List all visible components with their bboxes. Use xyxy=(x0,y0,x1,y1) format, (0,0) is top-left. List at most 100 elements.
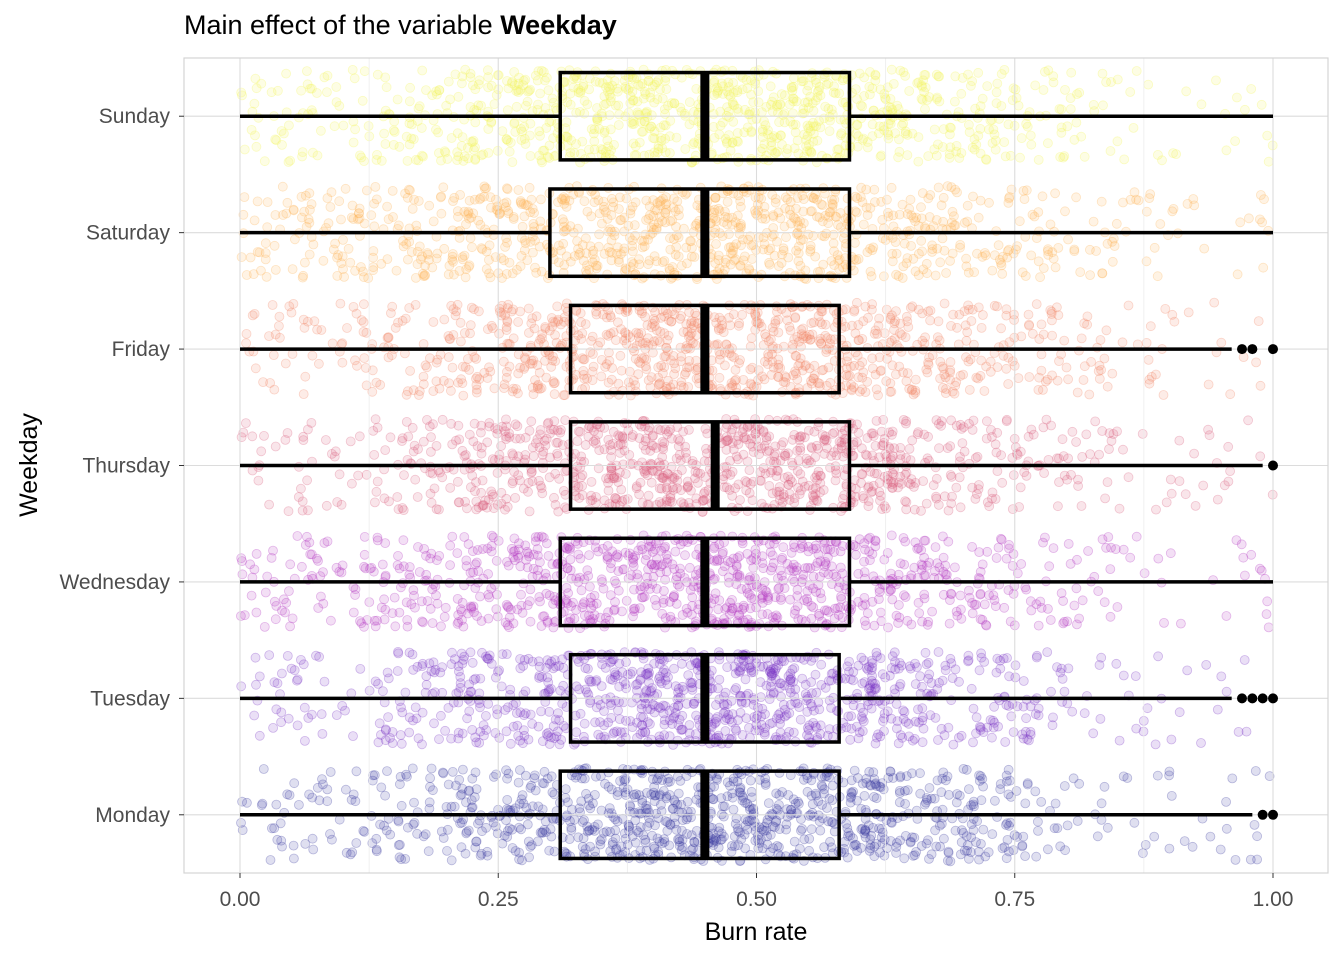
jitter-point xyxy=(1007,504,1018,515)
jitter-point xyxy=(1138,848,1148,859)
jitter-point xyxy=(955,849,966,860)
jitter-point xyxy=(624,825,634,836)
jitter-point xyxy=(604,803,615,813)
jitter-point xyxy=(442,846,452,856)
jitter-point xyxy=(720,687,731,698)
jitter-point xyxy=(273,321,284,331)
jitter-point xyxy=(1073,481,1083,491)
jitter-point xyxy=(327,338,338,349)
jitter-point xyxy=(763,591,773,601)
jitter-point xyxy=(1125,552,1136,563)
jitter-point xyxy=(469,792,480,802)
jitter-point xyxy=(1088,728,1099,739)
jitter-point xyxy=(1055,667,1066,678)
jitter-point xyxy=(308,844,319,855)
jitter-point xyxy=(553,708,563,719)
jitter-point xyxy=(745,341,756,352)
jitter-point xyxy=(846,787,857,798)
jitter-point xyxy=(982,497,993,508)
jitter-point xyxy=(447,531,458,542)
jitter-point xyxy=(755,677,766,687)
jitter-point xyxy=(276,707,287,718)
jitter-point xyxy=(354,431,365,442)
jitter-point xyxy=(991,447,1002,458)
jitter-point xyxy=(1129,817,1140,828)
jitter-point xyxy=(624,449,635,460)
jitter-point xyxy=(632,573,643,583)
jitter-point xyxy=(525,584,536,595)
jitter-point xyxy=(943,505,954,516)
jitter-point xyxy=(377,559,388,570)
jitter-point xyxy=(863,496,874,507)
jitter-point xyxy=(816,338,826,349)
jitter-point xyxy=(774,790,785,801)
jitter-point xyxy=(1122,773,1133,783)
jitter-point xyxy=(657,608,668,619)
jitter-point xyxy=(584,550,594,560)
jitter-point xyxy=(879,834,890,845)
jitter-point xyxy=(734,318,745,329)
jitter-point xyxy=(989,300,1000,311)
jitter-point xyxy=(402,454,413,465)
jitter-point xyxy=(845,734,856,745)
jitter-point xyxy=(465,647,476,658)
jitter-point xyxy=(461,797,471,808)
jitter-point xyxy=(613,585,624,596)
jitter-point xyxy=(876,616,887,627)
jitter-point xyxy=(573,426,584,437)
jitter-point xyxy=(544,325,555,336)
jitter-point xyxy=(565,816,575,826)
jitter-point xyxy=(533,565,543,576)
jitter-point xyxy=(489,383,500,394)
jitter-point xyxy=(675,455,686,466)
jitter-point xyxy=(241,338,252,349)
jitter-point xyxy=(572,436,583,447)
jitter-point xyxy=(991,667,1002,678)
jitter-point xyxy=(1072,816,1083,826)
jitter-point xyxy=(649,781,660,792)
jitter-point xyxy=(1033,620,1044,631)
jitter-point xyxy=(395,730,406,740)
jitter-point xyxy=(288,853,299,864)
jitter-point xyxy=(982,416,992,427)
jitter-point xyxy=(400,687,411,698)
jitter-point xyxy=(1231,535,1242,545)
jitter-point xyxy=(742,422,753,433)
jitter-point xyxy=(526,416,537,427)
jitter-point xyxy=(939,298,950,309)
jitter-point xyxy=(475,850,486,861)
jitter-point xyxy=(1044,561,1055,572)
jitter-point xyxy=(613,705,623,716)
jitter-point xyxy=(760,356,770,367)
jitter-point xyxy=(742,824,753,835)
jitter-point xyxy=(973,484,984,495)
jitter-point xyxy=(351,838,362,848)
jitter-point xyxy=(605,674,616,684)
jitter-point xyxy=(737,309,747,320)
jitter-point xyxy=(950,825,961,836)
jitter-point xyxy=(455,317,466,328)
jitter-point xyxy=(714,674,725,685)
jitter-point xyxy=(277,841,287,852)
jitter-point xyxy=(841,818,852,829)
jitter-point xyxy=(894,600,904,610)
jitter-point xyxy=(967,424,978,435)
jitter-point xyxy=(789,539,799,549)
jitter-point xyxy=(306,417,317,428)
jitter-point xyxy=(515,433,526,444)
jitter-point xyxy=(732,823,743,834)
jitter-point xyxy=(1011,786,1022,796)
jitter-point xyxy=(746,593,757,603)
jitter-point xyxy=(829,427,840,438)
jitter-point xyxy=(399,470,409,481)
jitter-point xyxy=(359,826,370,837)
jitter-point xyxy=(401,597,412,608)
jitter-point xyxy=(280,434,291,445)
jitter-point xyxy=(992,362,1003,373)
jitter-point xyxy=(951,482,962,493)
jitter-point xyxy=(634,790,645,800)
jitter-point xyxy=(819,842,829,852)
jitter-point xyxy=(449,801,460,812)
jitter-point xyxy=(366,562,377,573)
jitter-point xyxy=(937,773,948,784)
